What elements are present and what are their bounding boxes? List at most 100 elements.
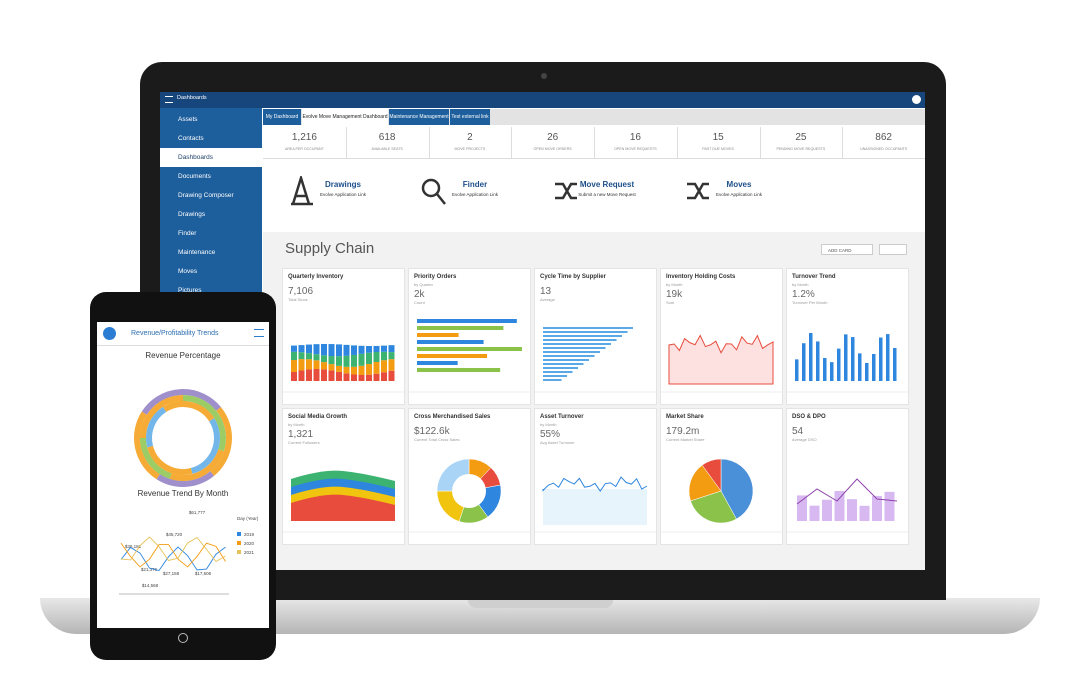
chart-shape (373, 345, 380, 353)
chart-shape (298, 370, 305, 381)
app-link[interactable]: Move Request Submit a new Move Request (547, 180, 667, 200)
phone-menu[interactable] (254, 329, 264, 337)
card-chart (283, 343, 404, 393)
camera (541, 73, 547, 79)
chart-shape (796, 478, 898, 505)
donut-ring (190, 418, 220, 474)
sidebar-item[interactable]: Drawing Composer (178, 192, 234, 199)
chart-shape (543, 359, 589, 361)
stat-tile: 862 UNASSIGNED OCCUPANTS (842, 127, 925, 159)
dashboard-card[interactable]: Priority Orders by Quarter 2k Count (408, 268, 531, 405)
tab[interactable]: My Dashboard (263, 109, 301, 125)
phone-title[interactable]: Revenue/Profitability Trends (131, 330, 219, 337)
app-link[interactable]: Finder Evolve Application Link (415, 178, 535, 205)
chart-shape (381, 345, 387, 352)
chart-shape (373, 352, 380, 363)
chart-shape (313, 369, 320, 381)
chart-shape (542, 476, 648, 493)
sidebar-item[interactable]: Moves (178, 268, 198, 275)
annotation: $17,606 (195, 571, 212, 576)
card-value: 55% (540, 429, 561, 440)
chart-shape (306, 344, 312, 354)
card-chart (535, 327, 656, 393)
dashboard-card[interactable]: Turnover Trend by Month 1.2% Turnover Per M… (786, 268, 909, 405)
app-link[interactable]: Moves Evolve Application Link (679, 180, 799, 200)
help-icon[interactable] (912, 95, 921, 104)
chart-shape (291, 372, 297, 381)
tab[interactable]: Maintenance Management (389, 109, 449, 125)
app-link[interactable]: Drawings Evolve Application Link (283, 176, 403, 206)
chart-shape (543, 355, 595, 357)
chart-shape (543, 347, 606, 349)
dashboard-card[interactable]: Market Share 179.2m Current Market Share (660, 408, 783, 545)
chart-shape (690, 490, 737, 524)
chart-shape (336, 356, 342, 366)
menu-icon[interactable] (165, 96, 173, 103)
card-chart (787, 333, 908, 393)
donut-ring (140, 437, 172, 479)
stat-tile: 2 MOVE PROJECTS (429, 127, 513, 159)
stat-tile: 618 AVAILABLE SEATS (346, 127, 430, 159)
dashboard-card[interactable]: Quarterly Inventory 7,106 Total Stock (282, 268, 405, 405)
sidebar-item[interactable]: Contacts (178, 135, 204, 142)
card-title: Cycle Time by Supplier (540, 274, 606, 280)
chart-shape (343, 344, 350, 356)
dashboard-card[interactable]: Inventory Holding Costs by Month 19k Sum (660, 268, 783, 405)
tab[interactable]: Test external link (450, 109, 490, 125)
tools-button[interactable] (879, 244, 907, 255)
annotation: $36,181 (125, 544, 142, 549)
card-value: 179.2m (666, 426, 700, 437)
phone-header: Revenue/Profitability Trends (97, 322, 269, 346)
chart-shape (321, 355, 327, 363)
chart-shape (893, 347, 897, 381)
chart-shape (816, 341, 820, 381)
sidebar-item[interactable]: Dashboards (160, 148, 262, 167)
dashboard-card[interactable]: Cross Merchandised Sales $122.6k Current T… (408, 408, 531, 545)
sidebar-item[interactable]: Maintenance (178, 249, 216, 256)
chart-shape (358, 374, 365, 381)
chart-shape (298, 359, 305, 371)
stat-value: 862 (875, 132, 892, 143)
stat-tile: 16 OPEN MOVE REQUESTS (594, 127, 678, 159)
stat-label: MOVE PROJECTS (454, 147, 486, 151)
stat-label: AVAILABLE SEATS (371, 147, 403, 151)
dashboard-card[interactable]: DSO & DPO 54 Average DSO (786, 408, 909, 545)
card-caption: Avg Asset Turnover (540, 440, 575, 445)
link-caption: Evolve Application Link (451, 192, 499, 197)
legend-swatch (237, 532, 241, 536)
card-chart (661, 458, 782, 533)
add-card-button[interactable]: ADD CARD (821, 244, 873, 255)
link-title: Drawings (324, 180, 361, 189)
sidebar-item[interactable]: Assets (178, 116, 198, 123)
card-subtitle: by Month (540, 422, 557, 427)
legend-swatch (237, 550, 241, 554)
chart-shape (872, 495, 882, 521)
chart-shape (358, 345, 365, 354)
trend-line (120, 542, 226, 568)
chart-shape (328, 356, 335, 365)
card-caption: Turnover Per Month (792, 300, 828, 305)
sidebar-item[interactable]: Drawings (178, 211, 206, 218)
stat-label: OPEN MOVE ORDERS (533, 147, 572, 151)
chart-shape (417, 333, 459, 337)
sidebar-item[interactable]: Finder (178, 230, 197, 237)
sidebar-item[interactable]: Pictures (178, 287, 202, 294)
card-value: 1,321 (288, 429, 314, 440)
chart-shape (795, 359, 799, 381)
sidebar-item[interactable]: Documents (178, 173, 211, 180)
home-button[interactable] (178, 633, 188, 643)
stat-label: AREA PER OCCUPANT (284, 147, 324, 151)
chart1-title: Revenue Percentage (145, 351, 221, 360)
chart-shape (851, 337, 855, 381)
stat-tile: 25 PENDING MOVE REQUESTS (760, 127, 844, 159)
tab[interactable]: Evolve Move Management Dashboard (302, 109, 388, 125)
chart-shape (321, 362, 327, 370)
chart-shape (837, 348, 841, 381)
dashboard-card[interactable]: Social Media Growth by Month 1,321 Current … (282, 408, 405, 545)
trend-line (120, 536, 226, 563)
chart-shape (417, 354, 488, 358)
chart-shape (797, 495, 807, 521)
card-caption: Total Stock (288, 297, 308, 302)
dashboard-card[interactable]: Cycle Time by Supplier 13 Average (534, 268, 657, 405)
dashboard-card[interactable]: Asset Turnover by Month 55% Avg Asset Turno… (534, 408, 657, 545)
